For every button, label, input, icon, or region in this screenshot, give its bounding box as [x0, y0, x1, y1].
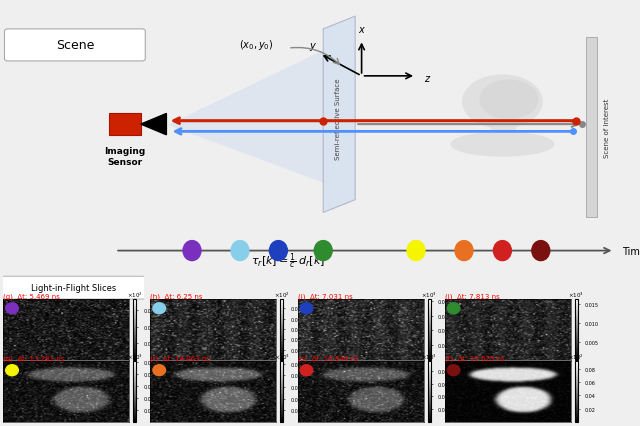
Text: $\tau_r[k] = \frac{1}{c}\,d_r[k]$: $\tau_r[k] = \frac{1}{c}\,d_r[k]$: [251, 252, 325, 272]
Text: (i)  Δt: 7.031 ns: (i) Δt: 7.031 ns: [298, 292, 353, 299]
Ellipse shape: [314, 241, 332, 261]
Bar: [109, 114, 141, 135]
Title: $\times10^{2}$: $\times10^{2}$: [274, 290, 290, 299]
Ellipse shape: [447, 303, 460, 314]
Ellipse shape: [493, 241, 511, 261]
Ellipse shape: [451, 133, 554, 156]
Ellipse shape: [269, 241, 287, 261]
Text: Time: Time: [622, 246, 640, 256]
Text: z: z: [424, 74, 429, 84]
Ellipse shape: [183, 241, 201, 261]
Title: $\times10^{3}$: $\times10^{3}$: [421, 290, 437, 299]
Text: y: y: [309, 41, 314, 51]
Title: $\times10^{2}$: $\times10^{2}$: [127, 290, 143, 299]
Ellipse shape: [300, 365, 313, 376]
Text: (j)  Δt: 7.813 ns: (j) Δt: 7.813 ns: [445, 292, 500, 299]
Ellipse shape: [447, 365, 460, 376]
Polygon shape: [323, 17, 355, 213]
Ellipse shape: [6, 365, 19, 376]
Bar: [586, 38, 597, 217]
Ellipse shape: [407, 241, 425, 261]
Ellipse shape: [6, 303, 19, 314]
Bar: [491, 115, 515, 138]
Text: x: x: [359, 25, 364, 35]
Title: $\times10^{3}$: $\times10^{3}$: [421, 351, 437, 361]
Polygon shape: [141, 114, 166, 135]
Text: (s)  Δt: 14.844 ns: (s) Δt: 14.844 ns: [298, 354, 358, 361]
Text: Semi-reflective Surface: Semi-reflective Surface: [335, 79, 341, 160]
FancyBboxPatch shape: [4, 30, 145, 62]
Title: $\times10^{3}$: $\times10^{3}$: [274, 351, 290, 361]
Text: (g)  Δt: 5.469 ns: (g) Δt: 5.469 ns: [3, 292, 60, 299]
Ellipse shape: [153, 365, 166, 376]
Text: Scene of Interest: Scene of Interest: [604, 98, 610, 158]
Ellipse shape: [532, 241, 550, 261]
Text: (t)  Δt: 15.625 ns: (t) Δt: 15.625 ns: [445, 354, 504, 361]
Text: Light-in-Flight Slices: Light-in-Flight Slices: [31, 283, 116, 293]
Text: Imaging
Sensor: Imaging Sensor: [104, 147, 145, 166]
Title: $\times10^{3}$: $\times10^{3}$: [568, 290, 584, 299]
Text: $(x_0, y_0)$: $(x_0, y_0)$: [239, 38, 273, 52]
Text: (r)  Δt: 14.063 ns: (r) Δt: 14.063 ns: [150, 354, 211, 361]
Text: Scene: Scene: [56, 39, 94, 52]
Text: (h)  Δt: 6.25 ns: (h) Δt: 6.25 ns: [150, 292, 203, 299]
Circle shape: [463, 76, 542, 129]
Ellipse shape: [153, 303, 166, 314]
Circle shape: [480, 81, 538, 119]
Ellipse shape: [455, 241, 473, 261]
Ellipse shape: [231, 241, 249, 261]
Text: (q)  Δt: 13.281 ns: (q) Δt: 13.281 ns: [3, 354, 65, 361]
Title: $\times10^{2}$: $\times10^{2}$: [568, 351, 584, 361]
Ellipse shape: [300, 303, 313, 314]
Polygon shape: [168, 51, 323, 183]
FancyBboxPatch shape: [1, 276, 147, 299]
Title: $\times10^{3}$: $\times10^{3}$: [127, 351, 143, 361]
